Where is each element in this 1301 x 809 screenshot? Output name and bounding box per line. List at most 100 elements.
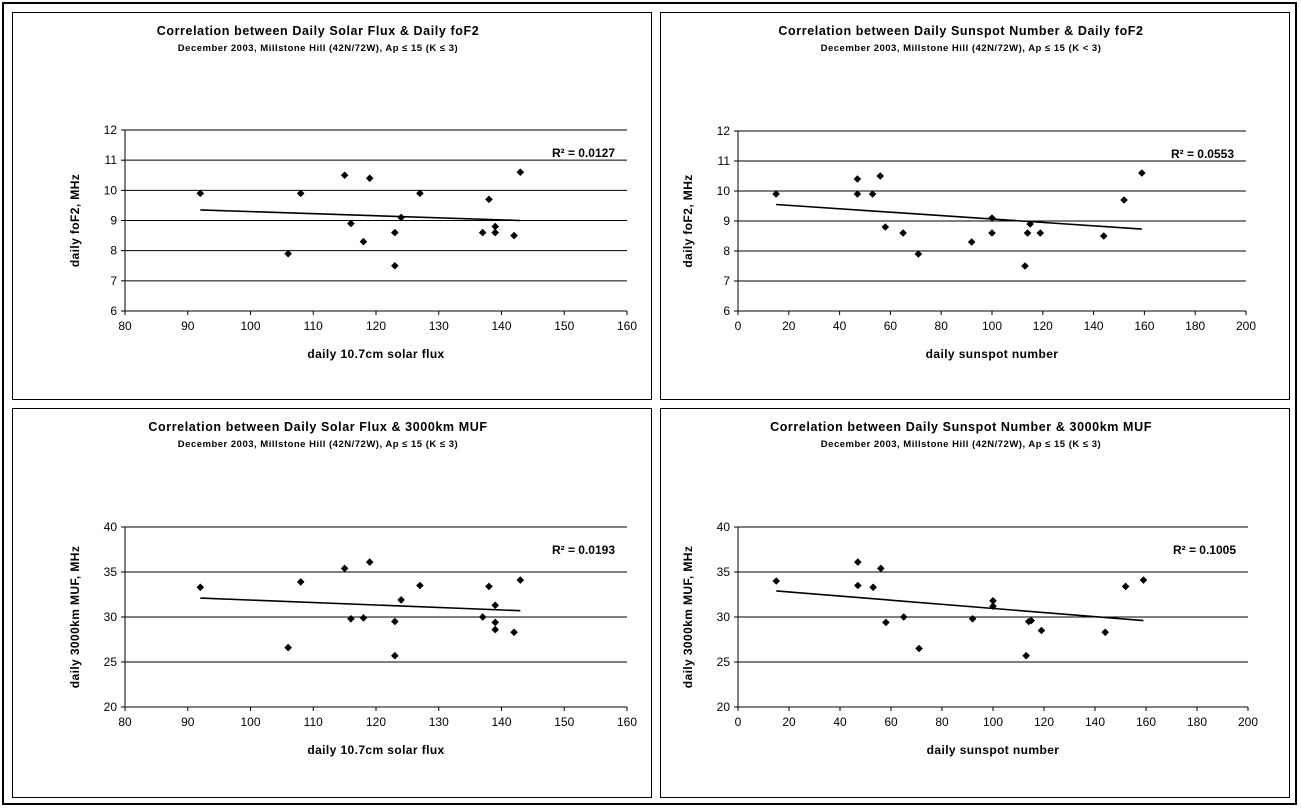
y-axis-label: daily 3000km MUF, MHz xyxy=(681,546,695,688)
x-tick-label: 120 xyxy=(366,319,386,333)
trendline xyxy=(776,203,1142,230)
chart-svg: Correlation between Daily Solar Flux & 3… xyxy=(68,420,637,757)
data-point xyxy=(416,581,424,590)
y-axis-label: daily foF2, MHz xyxy=(681,174,695,267)
x-axis-label: daily sunspot number xyxy=(926,347,1059,361)
x-tick-label: 160 xyxy=(1134,319,1154,333)
x-tick-label: 180 xyxy=(1185,319,1205,333)
data-point xyxy=(347,615,355,623)
x-tick-label: 90 xyxy=(181,319,195,333)
chart-title: Correlation between Daily Solar Flux & D… xyxy=(157,24,480,38)
chart-svg: Correlation between Daily Sunspot Number… xyxy=(681,24,1256,361)
data-point xyxy=(899,229,907,237)
chart-subtitle: December 2003, Millstone Hill (42N/72W),… xyxy=(821,439,1101,450)
chart-panel-sunspot-fof2: Correlation between Daily Sunspot Number… xyxy=(660,12,1290,400)
data-point xyxy=(877,564,885,573)
x-tick-label: 80 xyxy=(118,715,132,729)
trendline xyxy=(776,590,1144,622)
y-tick-label: 6 xyxy=(110,304,117,318)
data-point xyxy=(491,601,500,610)
data-point xyxy=(391,617,399,626)
y-tick-label: 11 xyxy=(718,154,731,168)
data-point xyxy=(340,564,349,573)
data-point xyxy=(1121,582,1130,591)
x-tick-label: 130 xyxy=(429,715,449,729)
data-point xyxy=(347,219,355,228)
x-tick-label: 80 xyxy=(935,715,949,729)
x-tick-label: 0 xyxy=(735,319,742,333)
data-point xyxy=(359,614,368,622)
data-point xyxy=(1023,229,1032,237)
data-point xyxy=(899,613,908,621)
data-point xyxy=(1037,626,1046,635)
chart-svg: Correlation between Daily Solar Flux & D… xyxy=(68,24,637,361)
x-tick-label: 100 xyxy=(983,715,1003,729)
data-point xyxy=(391,228,399,237)
x-tick-label: 200 xyxy=(1238,715,1258,729)
data-point xyxy=(391,651,399,660)
y-tick-label: 30 xyxy=(717,610,731,624)
chart-title: Correlation between Daily Sunspot Number… xyxy=(778,24,1143,38)
x-tick-label: 120 xyxy=(1033,319,1053,333)
r-squared-label: R² = 0.0127 xyxy=(552,146,615,160)
data-point xyxy=(881,223,890,231)
x-tick-label: 150 xyxy=(554,715,574,729)
y-tick-label: 8 xyxy=(723,244,730,258)
trendline xyxy=(200,209,521,222)
data-point xyxy=(1099,232,1108,240)
data-point xyxy=(485,195,493,204)
y-tick-label: 25 xyxy=(717,655,731,669)
data-point xyxy=(988,229,996,237)
trendline xyxy=(200,597,521,612)
x-tick-label: 100 xyxy=(982,319,1002,333)
data-point xyxy=(478,228,487,237)
data-point xyxy=(397,596,405,604)
data-point xyxy=(1026,220,1034,228)
chart-panel-sunspot-muf: Correlation between Daily Sunspot Number… xyxy=(660,408,1290,798)
x-tick-label: 160 xyxy=(1136,715,1156,729)
data-point xyxy=(516,576,525,584)
data-point xyxy=(359,237,368,246)
x-tick-label: 160 xyxy=(617,715,637,729)
chart-subtitle: December 2003, Millstone Hill (42N/72W),… xyxy=(821,43,1102,54)
y-tick-label: 7 xyxy=(110,274,117,288)
x-tick-label: 200 xyxy=(1236,319,1256,333)
y-tick-label: 20 xyxy=(717,700,731,714)
x-tick-label: 60 xyxy=(884,715,898,729)
x-tick-label: 140 xyxy=(1085,715,1105,729)
x-tick-label: 40 xyxy=(833,319,847,333)
y-tick-label: 35 xyxy=(104,565,118,579)
x-tick-label: 60 xyxy=(884,319,898,333)
data-point xyxy=(340,171,349,180)
data-point xyxy=(296,578,305,586)
chart-title: Correlation between Daily Solar Flux & 3… xyxy=(148,420,487,434)
data-point xyxy=(1022,651,1030,660)
x-axis-label: daily 10.7cm solar flux xyxy=(307,347,444,361)
x-tick-label: 120 xyxy=(1034,715,1054,729)
x-tick-label: 20 xyxy=(782,319,796,333)
y-tick-label: 10 xyxy=(717,184,731,198)
data-point xyxy=(416,189,424,198)
y-tick-label: 10 xyxy=(104,183,118,197)
y-axis-label: daily foF2, MHz xyxy=(68,174,82,267)
data-point xyxy=(491,222,500,231)
y-tick-label: 30 xyxy=(104,610,118,624)
data-point xyxy=(1138,169,1146,177)
data-point xyxy=(876,172,885,180)
x-tick-label: 80 xyxy=(118,319,132,333)
chart-svg: Correlation between Daily Sunspot Number… xyxy=(681,420,1258,757)
x-tick-label: 40 xyxy=(833,715,847,729)
data-point xyxy=(516,168,525,177)
x-tick-label: 0 xyxy=(735,715,742,729)
data-point xyxy=(365,558,374,566)
data-point xyxy=(284,249,292,258)
data-point xyxy=(478,613,487,621)
y-tick-label: 12 xyxy=(717,124,731,138)
y-tick-label: 11 xyxy=(105,153,118,167)
data-point xyxy=(491,618,500,627)
x-axis-label: daily 10.7cm solar flux xyxy=(307,743,444,757)
data-point xyxy=(967,238,976,246)
data-point xyxy=(491,625,500,634)
data-point xyxy=(491,228,500,237)
